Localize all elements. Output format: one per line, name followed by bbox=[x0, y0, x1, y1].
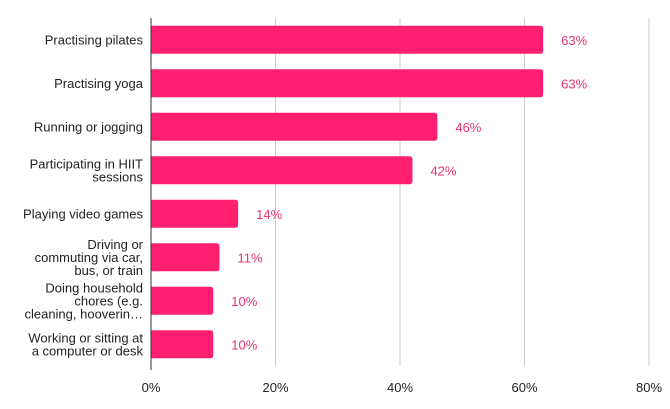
category-label: cleaning, hooverin… bbox=[24, 306, 143, 321]
category-label: Driving or bbox=[87, 237, 143, 252]
bar bbox=[151, 243, 220, 272]
category-label: Playing video games bbox=[23, 206, 143, 221]
category-label: chores (e.g. bbox=[74, 293, 143, 308]
x-tick-label: 80% bbox=[636, 380, 662, 395]
data-label: 10% bbox=[231, 337, 257, 352]
category-label: Doing household bbox=[45, 280, 143, 295]
data-label: 11% bbox=[237, 250, 262, 265]
data-label: 10% bbox=[231, 294, 257, 309]
x-tick-label: 40% bbox=[387, 380, 413, 395]
data-label: 63% bbox=[561, 76, 587, 91]
data-label: 63% bbox=[561, 33, 587, 48]
x-tick-label: 0% bbox=[142, 380, 161, 395]
category-label: Participating in HIIT bbox=[30, 156, 143, 171]
bar bbox=[151, 330, 214, 359]
data-label: 46% bbox=[455, 120, 481, 135]
category-label: a computer or desk bbox=[32, 343, 144, 358]
category-label: Practising pilates bbox=[45, 32, 144, 47]
bar bbox=[151, 112, 438, 141]
bar bbox=[151, 156, 413, 185]
bar bbox=[151, 25, 544, 54]
data-label: 42% bbox=[430, 163, 456, 178]
bar bbox=[151, 69, 544, 98]
x-tick-label: 20% bbox=[262, 380, 288, 395]
x-tick-label: 60% bbox=[511, 380, 537, 395]
data-label: 14% bbox=[256, 207, 282, 222]
category-label: sessions bbox=[92, 169, 143, 184]
bar bbox=[151, 199, 239, 228]
category-label: commuting via car, bbox=[35, 250, 143, 265]
category-label: Practising yoga bbox=[54, 76, 144, 91]
category-label: Working or sitting at bbox=[28, 330, 143, 345]
category-label: Running or jogging bbox=[34, 119, 143, 134]
bar bbox=[151, 286, 214, 315]
category-label: bus, or train bbox=[74, 263, 143, 278]
